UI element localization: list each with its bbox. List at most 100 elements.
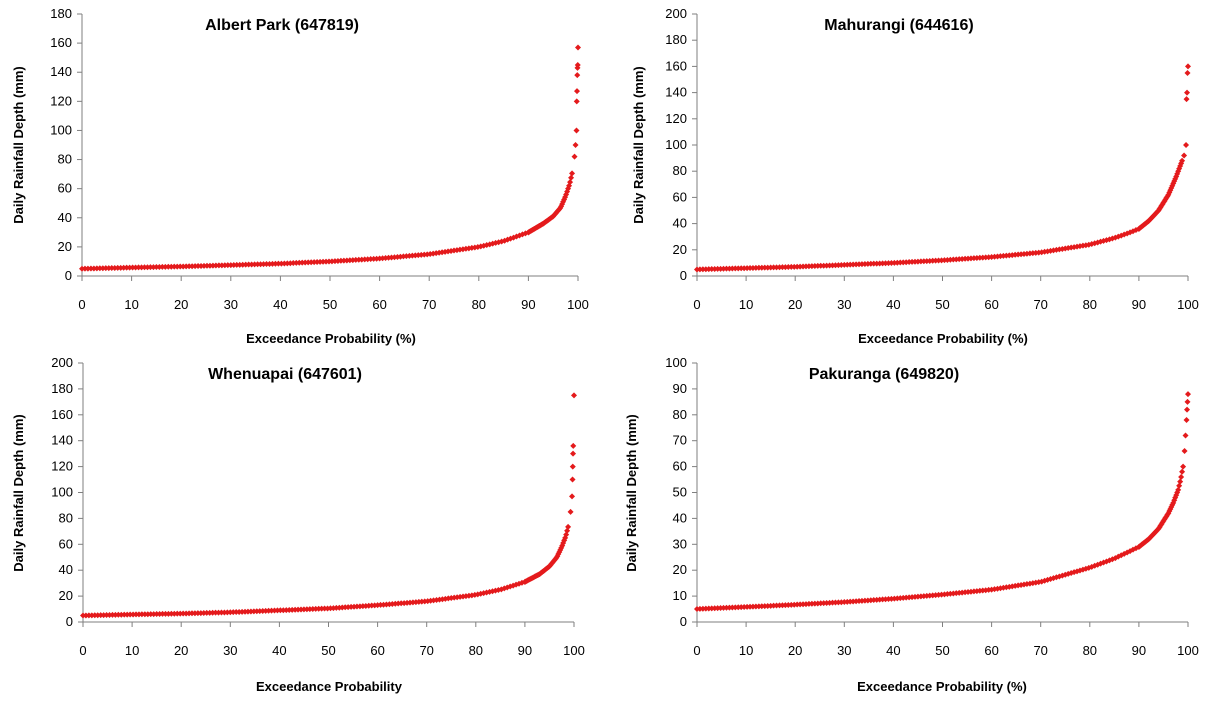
data-point [130, 611, 137, 618]
data-point [817, 600, 824, 607]
data-point [1103, 237, 1110, 244]
x-tick-label: 40 [272, 643, 286, 658]
data-point [570, 442, 577, 449]
data-point [944, 591, 951, 598]
data-point [791, 263, 798, 270]
data-point [814, 262, 821, 269]
data-point [1173, 492, 1180, 499]
data-point [832, 599, 839, 606]
data-point [1130, 228, 1137, 235]
data-point [770, 602, 777, 609]
y-tick-label: 40 [673, 510, 687, 525]
x-tick-label: 30 [224, 297, 238, 312]
x-tick-label: 30 [837, 643, 851, 658]
data-point [575, 44, 581, 51]
y-tick-label: 20 [673, 242, 687, 257]
y-tick-label: 100 [665, 355, 687, 370]
data-point [433, 596, 440, 603]
x-tick-label: 100 [1177, 297, 1199, 312]
data-point [770, 264, 777, 271]
data-point [448, 595, 455, 602]
y-tick-label: 80 [59, 510, 73, 525]
data-point [1079, 566, 1086, 573]
data-point [861, 597, 868, 604]
data-point [935, 257, 942, 264]
data-point [912, 258, 919, 265]
y-tick-label: 80 [58, 152, 72, 167]
y-tick-label: 80 [673, 407, 687, 422]
data-point [1181, 152, 1188, 159]
data-point [215, 609, 222, 616]
data-point [1082, 242, 1089, 249]
y-tick-label: 40 [673, 216, 687, 231]
chart-title: Mahurangi (644616) [824, 17, 973, 34]
y-tick-label: 180 [665, 32, 687, 47]
data-point [567, 179, 574, 186]
data-point [365, 602, 372, 609]
data-point [250, 608, 257, 615]
x-axis-label: Exceedance Probability (%) [858, 331, 1028, 346]
x-tick-label: 30 [837, 297, 851, 312]
x-tick-label: 20 [174, 297, 188, 312]
data-point [377, 601, 384, 608]
y-tick-label: 200 [665, 6, 687, 21]
data-point [879, 260, 886, 267]
data-point [847, 598, 854, 605]
data-point [714, 265, 721, 272]
data-point [555, 551, 562, 558]
data-point [803, 263, 810, 270]
data-point [486, 588, 493, 595]
x-tick-label: 40 [886, 643, 900, 658]
data-point [100, 612, 107, 619]
chart-pakuranga: Pakuranga (649820) Exceedance Probabilit… [605, 349, 1211, 699]
data-point [1032, 249, 1039, 256]
data-point [832, 262, 839, 269]
data-point [888, 259, 895, 266]
x-tick-label: 10 [124, 297, 138, 312]
data-point [835, 262, 842, 269]
data-point [967, 588, 974, 595]
data-point [912, 593, 919, 600]
data-point [744, 603, 751, 610]
y-tick-label: 60 [673, 459, 687, 474]
data-point [976, 254, 983, 261]
y-tick-label: 140 [665, 85, 687, 100]
data-point [1179, 468, 1186, 475]
data-point [779, 602, 786, 609]
data-point [268, 607, 275, 614]
x-tick-label: 80 [1083, 297, 1097, 312]
y-tick-label: 30 [673, 536, 687, 551]
data-point [380, 601, 387, 608]
data-point [574, 61, 581, 68]
data-point [516, 580, 523, 587]
y-tick-label: 40 [58, 210, 72, 225]
data-point [427, 597, 434, 604]
data-point [574, 88, 581, 95]
data-point [856, 598, 863, 605]
data-point [573, 98, 580, 105]
data-point [398, 600, 405, 607]
data-point [758, 603, 765, 610]
x-tick-label: 80 [472, 297, 486, 312]
x-tick-label: 50 [935, 643, 949, 658]
data-series [80, 392, 577, 619]
data-point [767, 264, 774, 271]
data-point [404, 599, 411, 606]
x-tick-label: 100 [1177, 643, 1199, 658]
data-point [1184, 89, 1191, 96]
x-tick-label: 60 [984, 643, 998, 658]
data-point [1065, 570, 1072, 577]
y-tick-label: 20 [58, 239, 72, 254]
data-point [991, 253, 998, 260]
x-tick-label: 40 [886, 297, 900, 312]
data-point [1097, 560, 1104, 567]
data-point [991, 586, 998, 593]
data-point [723, 604, 730, 611]
data-point [864, 597, 871, 604]
data-point [135, 611, 142, 618]
chart-mahurangi: Mahurangi (644616) Exceedance Probabilit… [605, 0, 1211, 349]
data-point [894, 595, 901, 602]
x-tick-label: 60 [984, 297, 998, 312]
data-point [571, 392, 577, 399]
data-point [1178, 473, 1185, 480]
